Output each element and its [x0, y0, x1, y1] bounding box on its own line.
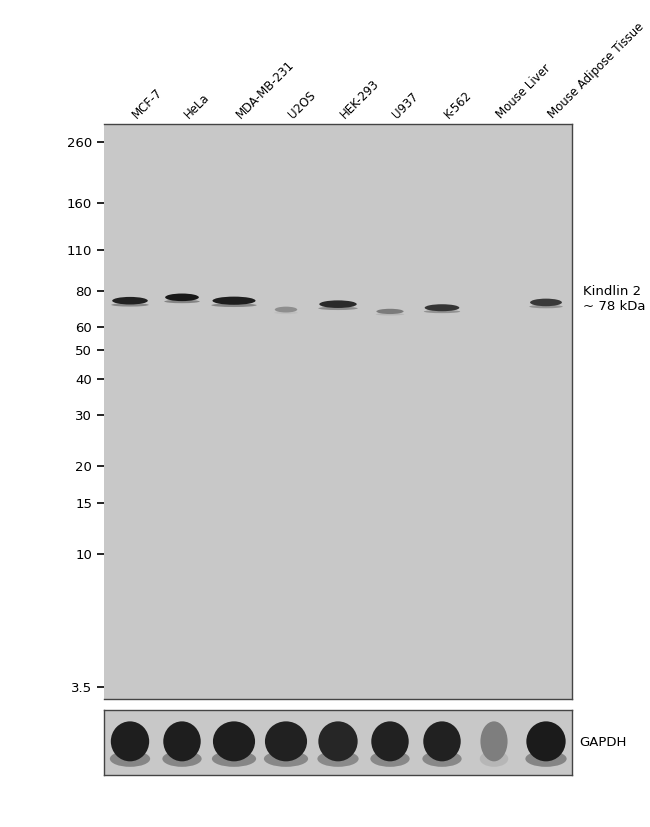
Ellipse shape — [275, 307, 297, 313]
Ellipse shape — [526, 721, 566, 762]
Ellipse shape — [318, 721, 358, 762]
Ellipse shape — [264, 751, 308, 767]
Text: MDA-MB-231: MDA-MB-231 — [234, 58, 297, 122]
Text: HeLa: HeLa — [182, 91, 213, 122]
Ellipse shape — [110, 751, 150, 767]
Ellipse shape — [424, 310, 460, 313]
Ellipse shape — [422, 751, 461, 767]
Ellipse shape — [530, 299, 562, 306]
Ellipse shape — [112, 297, 148, 304]
Text: GAPDH: GAPDH — [579, 736, 627, 749]
Ellipse shape — [371, 721, 409, 762]
Ellipse shape — [480, 721, 508, 762]
Ellipse shape — [376, 313, 404, 315]
Ellipse shape — [318, 307, 358, 310]
Ellipse shape — [164, 299, 200, 304]
Text: MCF-7: MCF-7 — [130, 86, 165, 122]
Ellipse shape — [319, 300, 357, 308]
Ellipse shape — [163, 721, 201, 762]
Ellipse shape — [212, 751, 256, 767]
Ellipse shape — [213, 297, 255, 305]
Text: U937: U937 — [390, 90, 421, 122]
Text: HEK-293: HEK-293 — [338, 77, 382, 122]
Text: K-562: K-562 — [442, 88, 474, 122]
Ellipse shape — [376, 308, 404, 314]
Ellipse shape — [213, 721, 255, 762]
Ellipse shape — [525, 751, 567, 767]
Text: Mouse Adipose Tissue: Mouse Adipose Tissue — [546, 21, 647, 122]
Ellipse shape — [211, 304, 257, 307]
Ellipse shape — [529, 305, 563, 308]
Ellipse shape — [370, 751, 410, 767]
Ellipse shape — [111, 304, 149, 307]
Ellipse shape — [317, 751, 359, 767]
Ellipse shape — [480, 751, 508, 767]
Ellipse shape — [424, 304, 460, 311]
Ellipse shape — [265, 721, 307, 762]
Ellipse shape — [274, 312, 298, 314]
Text: Kindlin 2
~ 78 kDa: Kindlin 2 ~ 78 kDa — [583, 285, 645, 313]
Ellipse shape — [111, 721, 150, 762]
Text: Mouse Liver: Mouse Liver — [494, 62, 553, 122]
Text: U2OS: U2OS — [286, 89, 318, 122]
Ellipse shape — [423, 721, 461, 762]
Ellipse shape — [165, 294, 199, 301]
Ellipse shape — [162, 751, 202, 767]
